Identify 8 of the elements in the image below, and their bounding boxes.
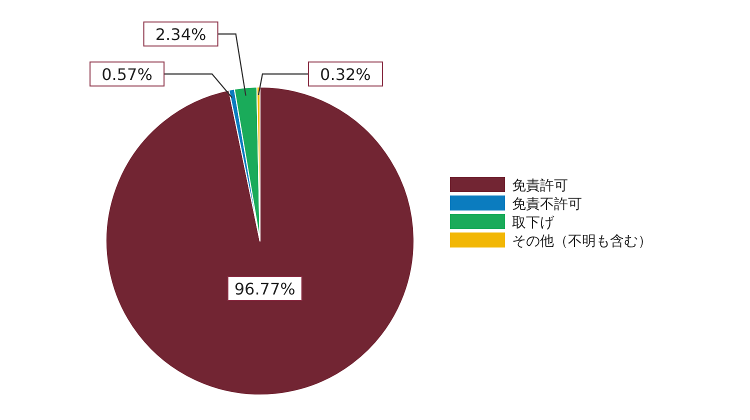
legend-label: 取下げ [512,215,555,231]
data-label: 2.34% [155,25,206,44]
data-label: 96.77% [234,279,296,298]
legend-label: 免責許可 [512,178,568,194]
legend-label: 免責不許可 [512,196,582,212]
legend-label: その他（不明も含む） [512,234,652,250]
data-label: 0.57% [102,65,152,84]
data-label: 0.32% [320,65,371,84]
